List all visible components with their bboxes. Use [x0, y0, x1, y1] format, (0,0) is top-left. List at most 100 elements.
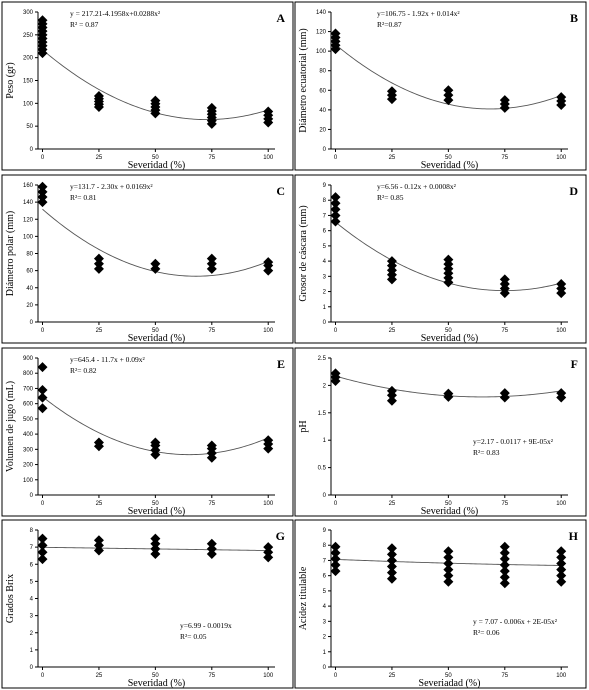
y-tick-label: 300	[23, 10, 34, 16]
data-point	[330, 541, 341, 552]
y-tick-label: 5	[323, 589, 327, 595]
data-point	[499, 541, 510, 552]
data-point	[330, 547, 341, 558]
data-point	[443, 576, 454, 587]
y-tick-label: 7	[323, 213, 327, 219]
data-point	[330, 566, 341, 577]
y-tick-label: 6	[323, 574, 327, 580]
x-tick-label: 50	[152, 328, 159, 334]
y-tick-label: 140	[23, 200, 34, 206]
x-tick-label: 50	[152, 673, 159, 679]
x-tick-label: 75	[501, 673, 508, 679]
x-tick-label: 100	[263, 328, 274, 334]
y-tick-label: 0	[323, 147, 327, 153]
y-tick-label: 800	[23, 371, 34, 377]
data-point	[386, 395, 397, 406]
panel-letter: E	[277, 357, 285, 371]
y-tick-label: 500	[23, 417, 34, 423]
panel-border	[1, 1, 294, 171]
y-axis-label: Diámetro polar (mm)	[5, 211, 16, 297]
data-point	[330, 216, 341, 227]
y-tick-label: 100	[23, 478, 34, 484]
x-tick-label: 75	[501, 501, 508, 507]
x-axis-label: Severiadad (%)	[419, 678, 481, 689]
data-point	[150, 95, 161, 106]
y-tick-label: 3	[323, 619, 327, 625]
x-axis-label: Severidad (%)	[128, 333, 185, 344]
panel-letter: A	[276, 11, 285, 25]
y-axis-label: Grosor de cáscara (mm)	[298, 205, 309, 301]
y-tick-label: 400	[23, 432, 34, 438]
data-point	[443, 570, 454, 581]
panel-border	[294, 1, 587, 171]
data-point	[330, 553, 341, 564]
data-point	[556, 546, 567, 557]
y-tick-label: 3	[30, 614, 34, 620]
x-tick-label: 50	[445, 328, 452, 334]
data-point	[263, 542, 274, 553]
data-point	[386, 561, 397, 572]
panel-border	[294, 519, 587, 689]
y-tick-label: 600	[23, 402, 34, 408]
y-tick-label: 1	[323, 438, 327, 444]
x-tick-label: 100	[556, 328, 567, 334]
y-axis-label: Diámetro ecuatorial (mm)	[298, 28, 309, 132]
x-axis-label: Severidad (%)	[128, 506, 185, 517]
y-tick-label: 150	[23, 79, 34, 85]
x-tick-label: 0	[334, 155, 338, 161]
data-point	[206, 543, 217, 554]
x-tick-label: 0	[41, 501, 45, 507]
y-tick-label: 9	[323, 528, 327, 534]
data-point	[499, 553, 510, 564]
x-tick-label: 75	[501, 328, 508, 334]
x-tick-label: 100	[263, 155, 274, 161]
y-tick-label: 3	[323, 274, 327, 280]
y-tick-label: 60	[26, 269, 33, 275]
data-point	[206, 253, 217, 264]
panel-border	[1, 174, 294, 344]
data-point	[443, 85, 454, 96]
y-tick-label: 0	[323, 320, 327, 326]
y-tick-label: 140	[316, 10, 327, 16]
data-point	[150, 533, 161, 544]
data-point	[386, 573, 397, 584]
panel-f: 0 0.5 1 1.5 2 2.5 0 25 50 75 100 pH Severidad (%) Fy=…	[294, 347, 587, 517]
panel-border	[294, 174, 587, 344]
x-tick-label: 100	[556, 155, 567, 161]
x-tick-label: 50	[445, 501, 452, 507]
y-tick-label: 250	[23, 33, 34, 39]
y-tick-label: 100	[23, 101, 34, 107]
y-tick-label: 4	[323, 259, 327, 265]
data-point	[37, 191, 48, 202]
data-point	[150, 258, 161, 269]
r-squared: R²=0.87	[377, 20, 402, 29]
data-point	[93, 437, 104, 448]
r-squared: R²= 0.81	[70, 193, 97, 202]
y-tick-label: 8	[323, 198, 327, 204]
x-tick-label: 50	[445, 155, 452, 161]
data-point	[206, 263, 217, 274]
panel-letter: H	[569, 529, 579, 543]
y-tick-label: 0	[323, 493, 327, 499]
y-tick-label: 100	[316, 49, 327, 55]
y-tick-label: 200	[23, 56, 34, 62]
x-tick-label: 75	[208, 155, 215, 161]
y-tick-label: 8	[323, 543, 327, 549]
data-point	[556, 552, 567, 563]
y-tick-label: 60	[319, 88, 326, 94]
x-tick-label: 25	[96, 501, 103, 507]
y-tick-label: 4	[323, 604, 327, 610]
y-tick-label: 1	[323, 650, 327, 656]
data-point	[37, 392, 48, 403]
data-point	[330, 204, 341, 215]
data-point	[330, 198, 341, 209]
y-tick-label: 120	[23, 217, 34, 223]
data-point	[37, 15, 48, 26]
data-point	[386, 256, 397, 267]
data-point	[93, 258, 104, 269]
x-axis-label: Severidad (%)	[421, 160, 478, 171]
data-point	[37, 186, 48, 197]
data-point	[37, 403, 48, 414]
y-tick-label: 1	[323, 305, 327, 311]
equation: y=645.4 - 11.7x + 0.09x²	[70, 355, 146, 364]
